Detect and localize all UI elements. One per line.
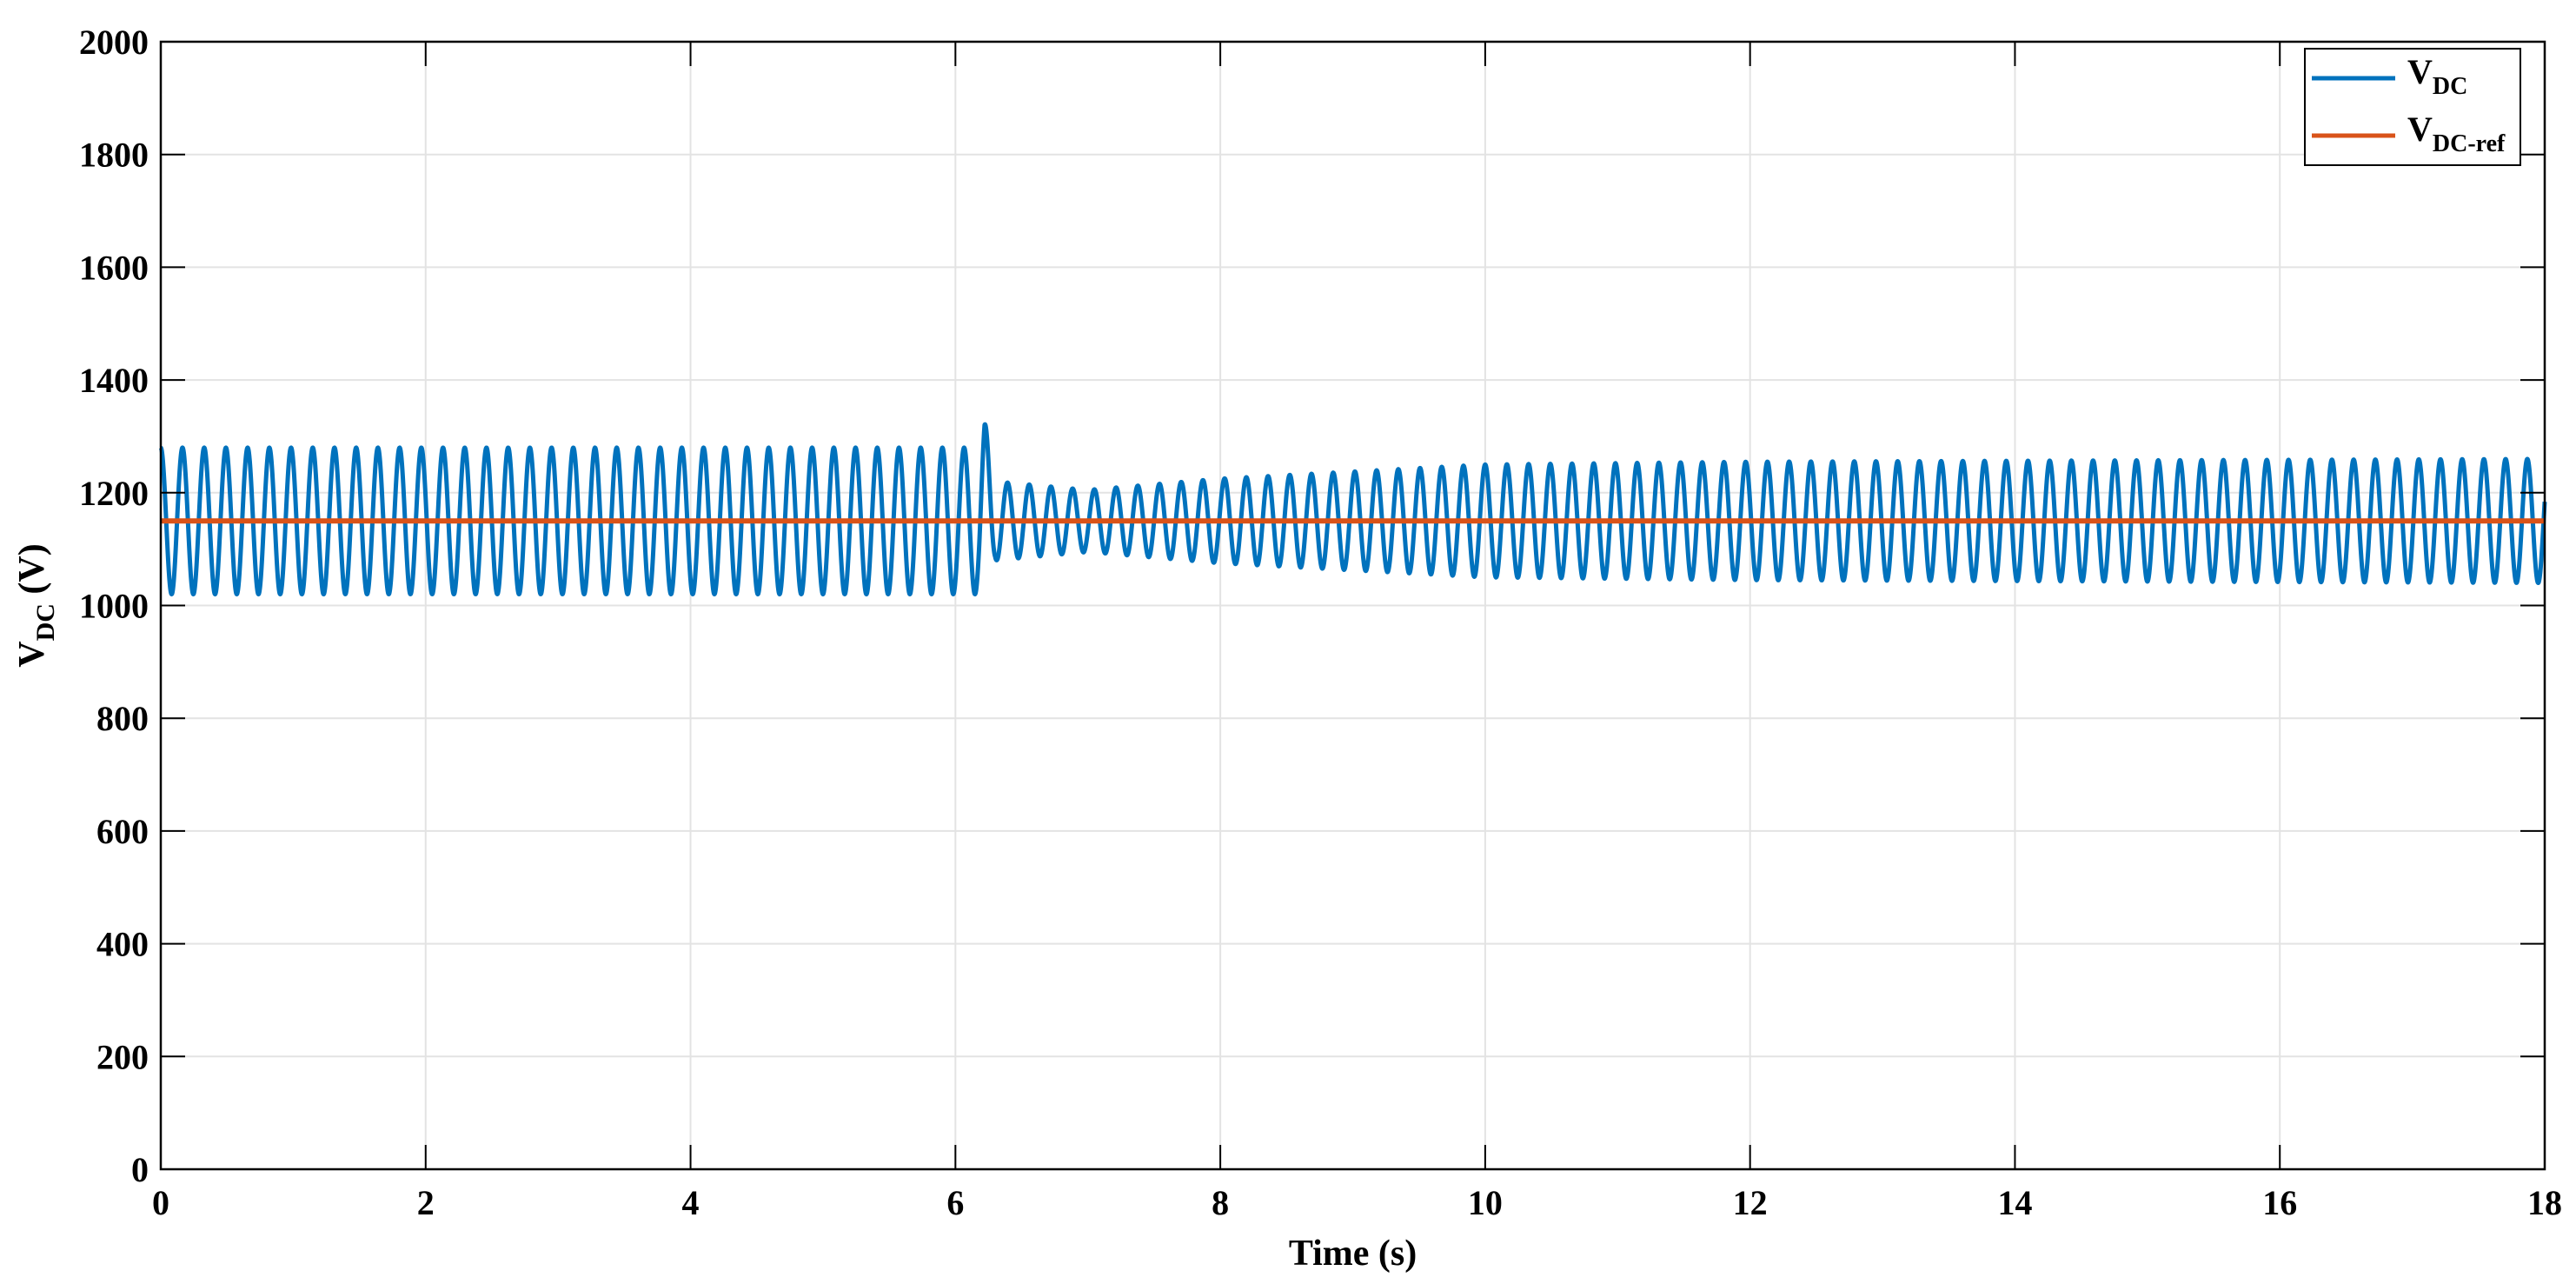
y-tick-label: 1800: [79, 136, 149, 175]
y-tick-label: 1400: [79, 361, 149, 400]
y-axis-label-sub: DC: [31, 603, 60, 641]
x-tick-label: 18: [2527, 1183, 2562, 1222]
x-tick-label: 10: [1468, 1183, 1503, 1222]
x-tick-label: 2: [417, 1183, 435, 1222]
tick-labels: 0 2 4 6 8 10 12 14 16 18 0 200 400 600 800 1000 1200 1400…: [79, 23, 2562, 1222]
legend-entry-vdc-sub: DC: [2433, 73, 2467, 100]
x-axis-label: Time (s): [1289, 1234, 1417, 1274]
y-tick-label: 200: [96, 1037, 149, 1076]
y-tick-label: 2000: [79, 23, 149, 62]
y-axis-label-suffix: (V): [12, 543, 52, 603]
legend-entry-vdc-ref: VDC-ref: [2407, 110, 2506, 157]
x-tick-label: 0: [152, 1183, 169, 1222]
y-axis-label: VDC (V): [12, 543, 60, 668]
legend-box: [2304, 48, 2521, 166]
x-tick-label: 12: [1733, 1183, 1768, 1222]
y-tick-label: 600: [96, 812, 149, 851]
x-tick-label: 4: [682, 1183, 700, 1222]
legend-entry-vdc: VDC: [2407, 52, 2467, 100]
legend: VDC VDC-ref: [2304, 48, 2521, 166]
x-tick-label: 14: [1997, 1183, 2032, 1222]
y-tick-label: 1600: [79, 248, 149, 287]
series-line-vdc: [158, 422, 2547, 597]
axis-ticks: [160, 41, 2546, 1170]
x-tick-label: 16: [2262, 1183, 2297, 1222]
y-tick-label: 1200: [79, 474, 149, 513]
y-tick-label: 0: [131, 1150, 149, 1189]
y-tick-label: 400: [96, 925, 149, 964]
legend-entry-vdc-main: V: [2407, 52, 2433, 91]
y-axis-label-main: V: [12, 641, 52, 667]
y-tick-label: 800: [96, 699, 149, 738]
legend-entry-vdc-ref-main: V: [2407, 110, 2433, 149]
y-tick-label: 1000: [79, 587, 149, 626]
x-tick-label: 8: [1212, 1183, 1229, 1222]
legend-entry-vdc-ref-sub: DC-ref: [2433, 130, 2506, 157]
x-tick-label: 6: [946, 1183, 964, 1222]
data-layer: [158, 422, 2547, 597]
